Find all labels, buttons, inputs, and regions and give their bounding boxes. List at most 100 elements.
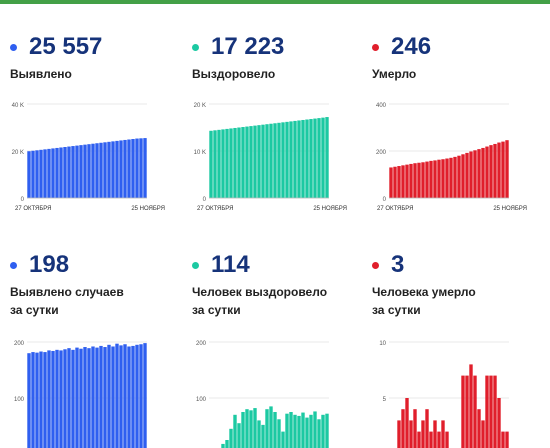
y-tick-label: 10 K [194,150,206,156]
bar [237,127,241,198]
legend-dot-icon [372,261,379,269]
bar [67,146,71,198]
stat-caption: Человека умерло [372,285,476,299]
bar [127,139,131,198]
bar [505,140,509,198]
y-tick-label: 400 [376,103,387,109]
legend-dot-icon [10,43,17,51]
bar [123,139,127,198]
bar [143,343,147,448]
bar [119,140,123,198]
bar [313,118,317,198]
stat-caption: Выявлено [10,67,72,81]
bar [265,124,269,198]
bar [87,348,91,448]
y-tick-label: 20 K [194,103,206,109]
bar [135,138,139,198]
stat-value: 246 [391,33,432,60]
bar [35,352,39,448]
bar [301,412,305,448]
bar [277,122,281,198]
bar [59,350,63,448]
bar [481,420,485,448]
bar [71,146,75,198]
bar [241,412,245,448]
bar [135,344,139,448]
bar [31,150,35,198]
bar [313,411,317,448]
bar [131,139,135,198]
bar [473,150,477,198]
bar [273,123,277,198]
bar [477,409,481,448]
y-tick-label: 200 [14,341,25,347]
bar [301,119,305,198]
bar [421,420,425,448]
bar [425,161,429,198]
bar-chart: 0 200 400 27 ОКТЯБРЯ 25 НОЯБРЯ [376,103,527,212]
x-tick-label: 25 НОЯБРЯ [131,206,165,212]
bar [47,148,51,198]
bar [445,431,449,448]
bar-chart: 0 20 K 40 K 27 ОКТЯБРЯ 25 НОЯБРЯ [12,103,165,212]
bar [103,347,107,448]
bar [111,141,115,198]
bar [75,347,79,448]
bar [75,145,79,198]
bar [309,119,313,198]
bar [289,412,293,448]
x-tick-label: 27 ОКТЯБРЯ [197,206,234,212]
bar [441,420,445,448]
bar [305,417,309,448]
bar [417,162,421,198]
bar [497,142,501,198]
bar [91,346,95,448]
bar [281,431,285,448]
bar [505,431,509,448]
bar [63,147,67,198]
bar [39,351,43,448]
bar [229,128,233,198]
bar [265,409,269,448]
legend-dot-icon [10,261,17,269]
bar [317,419,321,448]
legend-dot-icon [192,261,199,269]
y-tick-label: 0 [203,197,207,203]
bar [317,118,321,198]
x-tick-label: 25 НОЯБРЯ [313,206,347,212]
bar [397,166,401,198]
bar [91,143,95,198]
bar [123,344,127,448]
bar [257,125,261,198]
bar [281,122,285,198]
bar [131,345,135,448]
x-tick-label: 27 ОКТЯБРЯ [377,206,414,212]
bar [139,138,143,198]
bar [261,124,265,198]
stat-caption: Умерло [372,67,417,81]
panel-cases-daily: 198 Выявлено случаев за сутки 100 200 [10,248,180,448]
bar [393,166,397,198]
bar [413,409,417,448]
bar [59,147,63,198]
bar [485,146,489,198]
bar [277,419,281,448]
bar [425,409,429,448]
bar [115,140,119,198]
bar [461,154,465,198]
bar [269,406,273,448]
bar [497,398,501,448]
bar [237,423,241,448]
bar [261,424,265,448]
y-tick-label: 200 [196,341,207,347]
bar [397,420,401,448]
bar [253,125,257,198]
bar [501,431,505,448]
bar [249,410,253,448]
bar [433,160,437,198]
bar [293,414,297,448]
stat-caption: Человек выздоровело [192,285,328,299]
bar [43,149,47,198]
bar [285,413,289,448]
bar [245,409,249,448]
